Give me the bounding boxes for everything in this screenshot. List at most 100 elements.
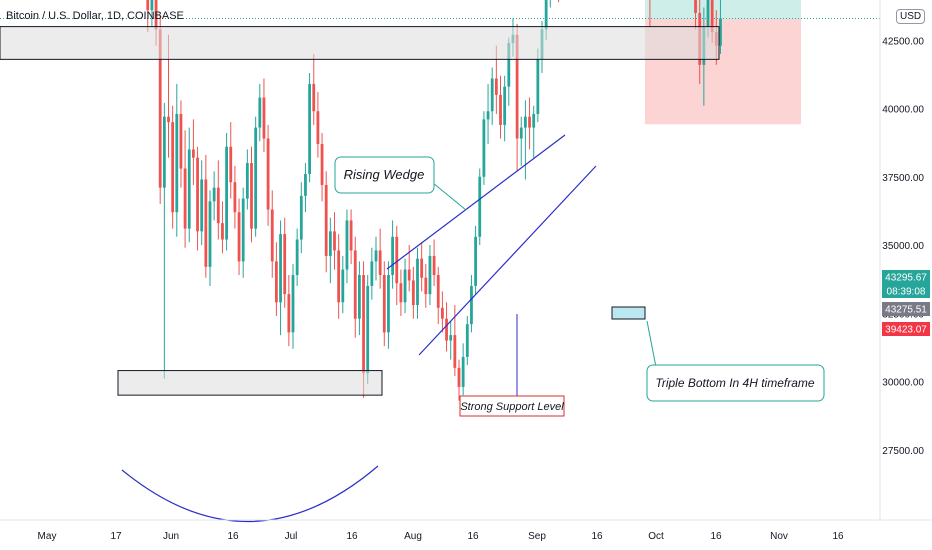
candle-body xyxy=(536,59,540,114)
candle-body xyxy=(304,174,307,196)
candle xyxy=(349,209,353,265)
candle xyxy=(179,100,183,188)
x-tick-label: 16 xyxy=(467,531,479,542)
candle xyxy=(212,171,216,221)
candle xyxy=(416,247,419,319)
candle-body xyxy=(312,83,316,112)
price-label-stop: 39423.07 xyxy=(882,322,930,336)
candle-body xyxy=(150,0,154,11)
candle xyxy=(470,275,473,333)
candle-body xyxy=(519,127,523,139)
candle-body xyxy=(370,261,374,286)
candle xyxy=(490,67,494,125)
candle xyxy=(192,119,195,185)
candle-body xyxy=(225,146,228,240)
y-tick-label: 27500.00 xyxy=(882,446,924,457)
rounding-bottom-arc xyxy=(121,465,379,523)
candle-body xyxy=(192,149,195,158)
x-tick-label: Oct xyxy=(648,531,664,542)
candle-body xyxy=(337,250,341,303)
candle xyxy=(432,239,436,286)
candle xyxy=(266,124,270,226)
candle xyxy=(270,190,274,278)
candle xyxy=(208,190,212,286)
candle-body xyxy=(465,324,469,357)
candle-body xyxy=(719,18,722,46)
candle-body xyxy=(324,184,328,256)
candle xyxy=(312,53,316,125)
candle xyxy=(436,266,440,325)
candle xyxy=(291,264,295,349)
candle-body xyxy=(291,275,295,333)
candle xyxy=(387,261,390,349)
candle xyxy=(486,83,490,144)
x-tick-label: Jul xyxy=(285,531,298,542)
candle xyxy=(171,105,175,229)
candle-body xyxy=(262,97,266,139)
y-tick-label: 30000.00 xyxy=(882,378,924,389)
price-label-bg xyxy=(882,302,930,316)
candle xyxy=(482,111,486,185)
candle xyxy=(503,75,507,142)
candle xyxy=(299,182,303,254)
triple-bottom-box xyxy=(611,306,646,320)
candle xyxy=(420,242,424,292)
candle-body xyxy=(258,97,262,128)
price-label-text: 43295.67 xyxy=(885,273,927,284)
candle-body xyxy=(187,149,191,229)
candle-body xyxy=(374,250,378,262)
candle-body xyxy=(229,146,233,183)
wedge-upper-line xyxy=(386,134,566,270)
candle xyxy=(341,255,345,314)
candle-body xyxy=(378,250,382,276)
candle xyxy=(549,0,551,8)
price-label-text: 43275.51 xyxy=(885,305,927,316)
candle xyxy=(216,160,220,240)
support-zone-upper xyxy=(0,26,720,60)
candle-body xyxy=(449,335,453,341)
candle-body xyxy=(457,367,461,387)
candle xyxy=(428,245,432,306)
candle xyxy=(200,160,204,245)
candle xyxy=(204,154,208,278)
candle-body xyxy=(710,0,714,33)
candle xyxy=(275,242,278,316)
price-label-bg xyxy=(882,284,930,298)
candle-body xyxy=(162,116,166,188)
support-zone-lower xyxy=(117,370,383,396)
triple-bottom-label: Triple Bottom In 4H timeframe xyxy=(655,376,814,390)
y-tick-label: 35000.00 xyxy=(882,241,924,252)
candle-body xyxy=(411,280,415,306)
candle xyxy=(146,0,150,33)
candle xyxy=(254,116,258,237)
candle-body xyxy=(482,119,486,177)
candle xyxy=(337,234,341,319)
candle xyxy=(316,92,320,158)
candle xyxy=(399,269,403,316)
triple-bottom-callout xyxy=(646,364,825,402)
support-level-callout xyxy=(459,395,565,417)
candle xyxy=(395,225,399,306)
candle-body xyxy=(428,255,432,295)
triple-bottom-pointer xyxy=(646,320,657,368)
candle-body xyxy=(503,86,507,125)
candle-body xyxy=(204,179,208,267)
candle-body xyxy=(387,275,390,333)
price-label-text: 08:39:08 xyxy=(887,287,926,298)
candle xyxy=(183,130,187,248)
candle xyxy=(175,83,179,237)
candle-body xyxy=(478,176,482,237)
candle xyxy=(558,0,560,3)
candle xyxy=(308,73,311,183)
candle xyxy=(532,105,536,158)
candle xyxy=(499,75,502,139)
candle-body xyxy=(416,258,419,306)
candle-body xyxy=(515,34,519,139)
x-tick-label: 17 xyxy=(110,531,122,542)
candle-body xyxy=(179,113,183,169)
candle-body xyxy=(154,0,158,30)
candle xyxy=(233,165,237,229)
currency-selector[interactable]: USD xyxy=(896,9,926,24)
